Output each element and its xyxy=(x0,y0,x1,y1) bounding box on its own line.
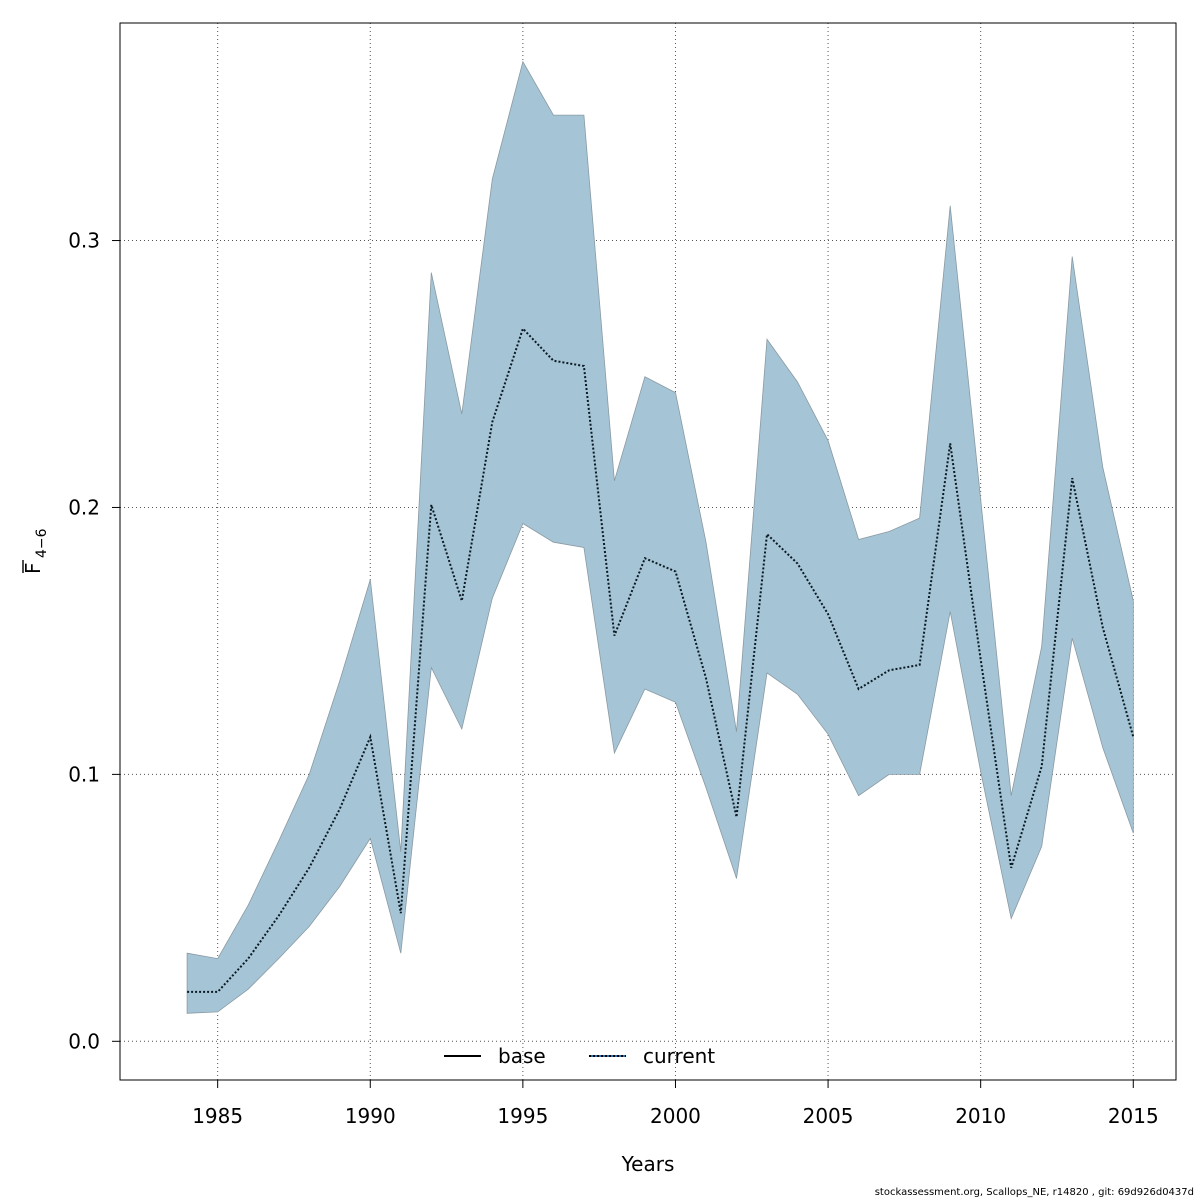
y-axis: 0.0 0.1 0.2 0.3 xyxy=(68,229,120,1053)
x-tick-label: 2010 xyxy=(955,1104,1006,1128)
legend-label-current: current xyxy=(643,1044,715,1068)
y-tick-label: 0.2 xyxy=(68,495,100,519)
x-tick-label: 2005 xyxy=(803,1104,854,1128)
y-tick-label: 0.0 xyxy=(68,1029,100,1053)
y-tick-label: 0.1 xyxy=(68,762,100,786)
legend-label-base: base xyxy=(498,1044,546,1068)
y-axis-title: F 4−6 xyxy=(21,528,50,574)
plot-frame xyxy=(119,22,1177,1081)
x-tick-label: 1995 xyxy=(497,1104,548,1128)
y-tick-label: 0.3 xyxy=(68,229,100,253)
x-tick-label: 1990 xyxy=(345,1104,396,1128)
y-axis-title-main: F xyxy=(21,562,45,574)
x-tick-label: 2000 xyxy=(650,1104,701,1128)
x-axis: 1985 1990 1995 2000 2005 2010 2015 xyxy=(192,1080,1159,1128)
x-axis-title: Years xyxy=(621,1152,675,1176)
legend: base current xyxy=(444,1044,715,1068)
x-tick-label: 1985 xyxy=(192,1104,243,1128)
footer-text: stockassessment.org, Scallops_NE, r14820… xyxy=(874,1187,1194,1198)
series-line-current xyxy=(187,326,1135,993)
y-axis-title-subscript: 4−6 xyxy=(34,528,50,558)
x-tick-label: 2015 xyxy=(1108,1104,1159,1128)
confidence-band xyxy=(186,60,1134,1014)
